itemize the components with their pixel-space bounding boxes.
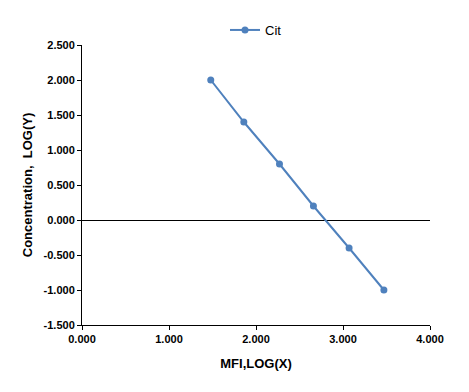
svg-text:-1.500: -1.500 <box>44 319 75 331</box>
svg-text:-0.500: -0.500 <box>44 249 75 261</box>
svg-text:3.000: 3.000 <box>329 333 357 345</box>
svg-text:2.000: 2.000 <box>47 74 75 86</box>
svg-text:2.500: 2.500 <box>47 39 75 51</box>
svg-text:0.000: 0.000 <box>47 214 75 226</box>
svg-text:2.000: 2.000 <box>242 333 270 345</box>
svg-text:-1.000: -1.000 <box>44 284 75 296</box>
svg-text:0.500: 0.500 <box>47 179 75 191</box>
svg-text:1.000: 1.000 <box>47 144 75 156</box>
svg-text:4.000: 4.000 <box>416 333 444 345</box>
svg-text:Concentration, LOG(Y): Concentration, LOG(Y) <box>20 113 35 257</box>
svg-text:1.500: 1.500 <box>47 109 75 121</box>
svg-text:Cit: Cit <box>265 23 281 38</box>
svg-text:1.000: 1.000 <box>155 333 183 345</box>
svg-text:MFI,LOG(X): MFI,LOG(X) <box>220 356 292 371</box>
svg-text:0.000: 0.000 <box>68 333 96 345</box>
